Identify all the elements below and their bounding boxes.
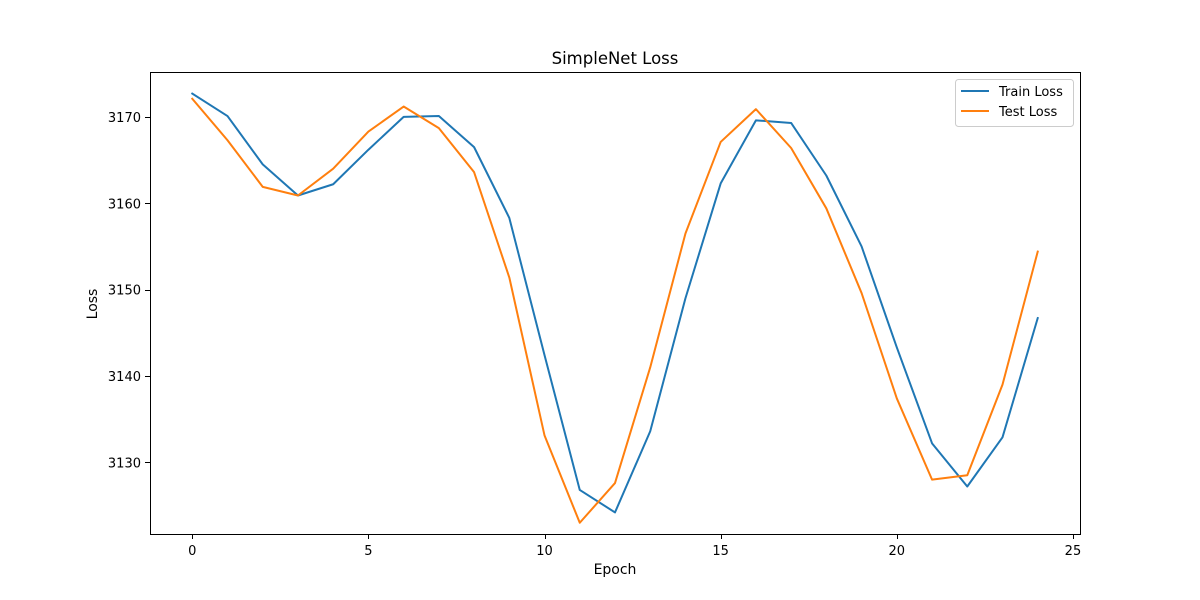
- x-tick-label: 25: [1065, 544, 1082, 559]
- data-point-test: [861, 292, 863, 294]
- data-point-train: [473, 146, 475, 148]
- data-point-test: [614, 482, 616, 484]
- data-point-train: [332, 183, 334, 185]
- data-point-train: [896, 346, 898, 348]
- data-point-train: [931, 442, 933, 444]
- data-point-train: [649, 430, 651, 432]
- data-point-test: [931, 479, 933, 481]
- data-point-train: [191, 93, 193, 95]
- data-point-test: [825, 207, 827, 209]
- series-line-train: [190, 92, 1039, 514]
- data-point-test: [579, 522, 581, 524]
- data-point-test: [438, 127, 440, 129]
- data-point-test: [191, 98, 193, 100]
- data-point-test: [403, 106, 405, 108]
- data-point-test: [755, 108, 757, 110]
- y-tick-label: 3140: [108, 370, 141, 385]
- data-point-train: [1002, 436, 1004, 438]
- series-line-test: [190, 97, 1039, 524]
- x-tick-label: 5: [364, 544, 372, 559]
- data-point-train: [966, 486, 968, 488]
- data-point-test: [1037, 251, 1039, 253]
- y-tick-label: 3130: [108, 456, 141, 471]
- x-tick-label: 15: [712, 544, 729, 559]
- series-layer: [190, 92, 1039, 524]
- data-point-test: [297, 194, 299, 196]
- data-point-train: [262, 163, 264, 165]
- data-point-train: [403, 116, 405, 118]
- chart-title: SimpleNet Loss: [552, 49, 679, 68]
- data-point-test: [544, 435, 546, 437]
- y-axis-label: Loss: [85, 289, 101, 320]
- data-point-train: [438, 115, 440, 117]
- data-point-test: [896, 397, 898, 399]
- x-tick-label: 0: [188, 544, 196, 559]
- data-point-train: [544, 354, 546, 356]
- data-point-test: [332, 168, 334, 170]
- data-point-test: [367, 131, 369, 133]
- data-point-test: [508, 277, 510, 279]
- legend-label-test: Test Loss: [998, 105, 1057, 120]
- y-tick-label: 3160: [108, 197, 141, 212]
- x-axis-label: Epoch: [594, 562, 637, 578]
- data-point-train: [508, 217, 510, 219]
- x-tick-label: 20: [889, 544, 906, 559]
- data-point-test: [966, 474, 968, 476]
- data-point-test: [227, 139, 229, 141]
- y-axis: 3130 3140 3150 3160 3170: [108, 111, 150, 471]
- data-point-test: [649, 366, 651, 368]
- data-point-train: [367, 149, 369, 151]
- legend: Train Loss Test Loss: [955, 79, 1074, 127]
- data-point-test: [1002, 384, 1004, 386]
- legend-label-train: Train Loss: [998, 85, 1063, 100]
- data-point-test: [790, 147, 792, 149]
- y-tick-label: 3150: [108, 284, 141, 299]
- data-point-train: [755, 119, 757, 121]
- data-point-train: [1037, 317, 1039, 319]
- data-point-train: [614, 511, 616, 513]
- x-axis: 0 5 10 15 20 25: [188, 534, 1081, 559]
- data-point-train: [227, 115, 229, 117]
- data-point-test: [684, 232, 686, 234]
- plot-frame: [150, 72, 1081, 535]
- data-point-train: [684, 297, 686, 299]
- data-point-train: [720, 182, 722, 184]
- data-point-train: [825, 175, 827, 177]
- data-point-test: [473, 171, 475, 173]
- data-point-train: [579, 489, 581, 491]
- data-point-test: [720, 141, 722, 143]
- y-tick-label: 3170: [108, 111, 141, 126]
- data-point-train: [790, 122, 792, 124]
- x-tick-label: 10: [536, 544, 553, 559]
- data-point-test: [262, 186, 264, 188]
- data-point-train: [861, 245, 863, 247]
